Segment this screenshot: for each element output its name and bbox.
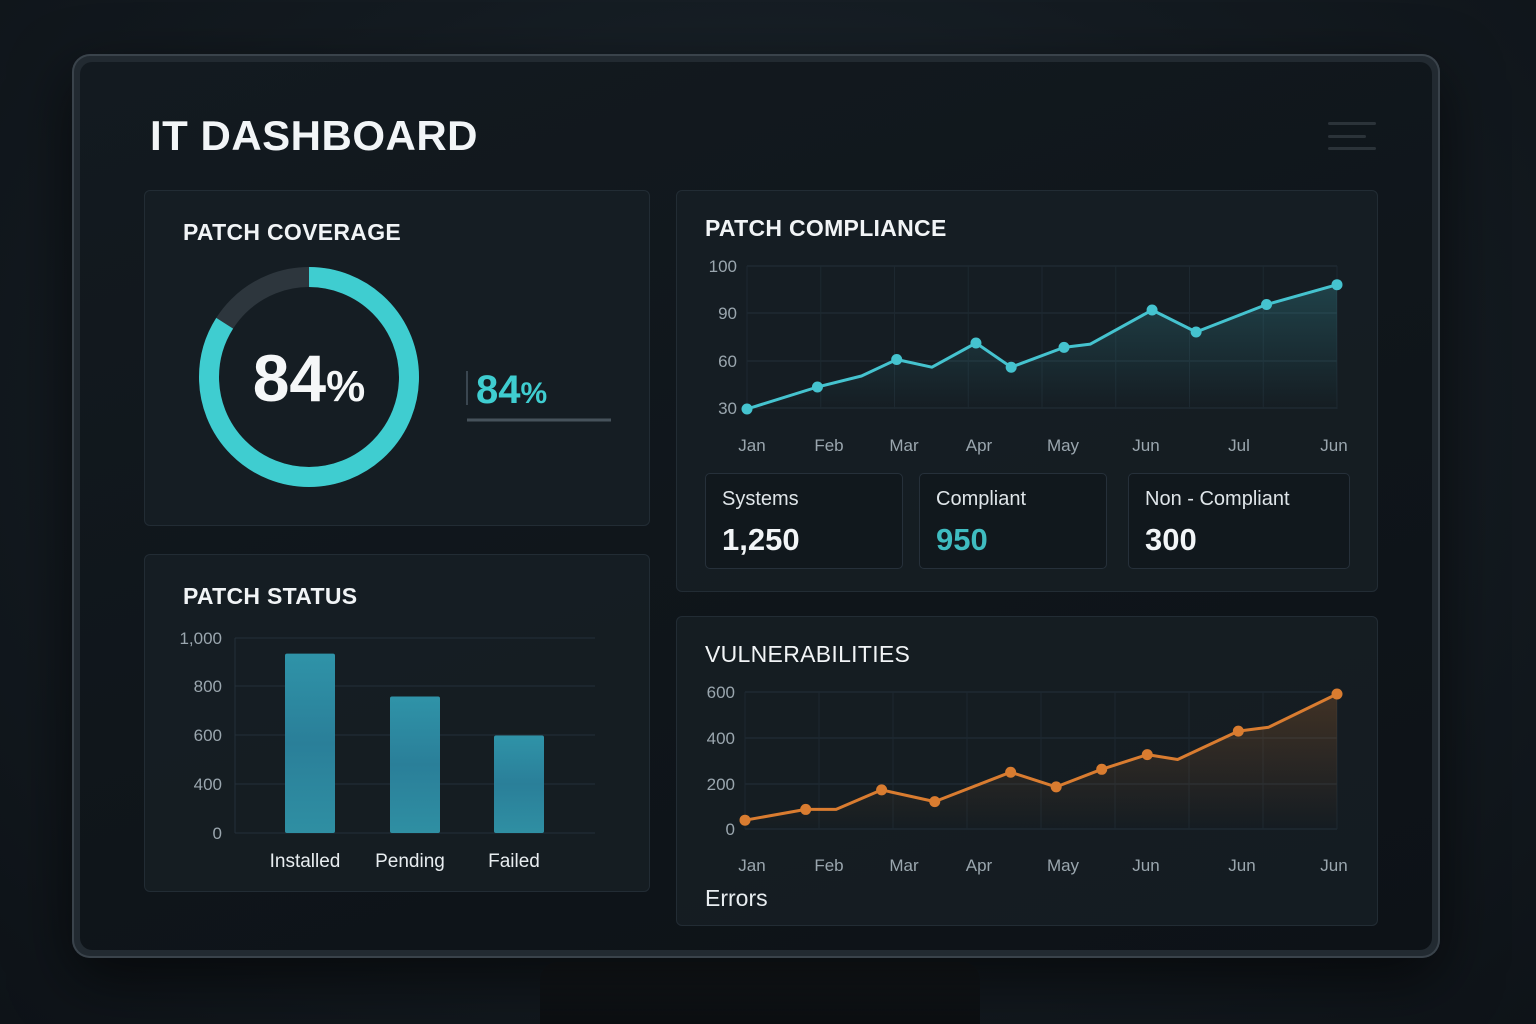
stat-non-compliant-label: Non - Compliant [1145,488,1290,510]
donut-progress-arc [199,267,419,487]
monitor-stand [540,962,980,1024]
data-point [800,803,812,815]
x-tick-label: May [1047,436,1080,455]
data-point [1005,361,1017,373]
stat-compliant-value: 950 [936,522,988,557]
vulnerabilities-chart: 0 200 400 600 Jan Feb Mar Apr May Jun Jun Jun [707,683,1348,875]
x-tick-label: Jul [1228,436,1250,455]
y-tick-label: 0 [213,824,222,843]
stat-compliant-label: Compliant [936,488,1027,510]
x-tick-label: Jun [1320,856,1347,875]
vulnerabilities-title: VULNERABILITIES [705,641,911,667]
x-tick-label: Jun [1132,856,1159,875]
stat-non-compliant: Non - Compliant 300 [1128,473,1350,569]
data-point [1096,763,1108,775]
coverage-side-value: 84% [476,368,547,412]
bar-failed [494,735,544,833]
stat-non-compliant-value: 300 [1145,522,1197,557]
x-tick-label: Jan [738,436,765,455]
data-point [739,814,751,826]
data-point [1058,341,1070,353]
series-area [747,284,1337,409]
y-tick-label: 1,000 [179,629,222,648]
x-tick-label: May [1047,856,1080,875]
vulnerabilities-card: VULNERABILITIES 0 200 400 600 Jan Feb Mar Apr Ma… [676,616,1378,926]
stat-systems: Systems 1,250 [705,473,903,569]
patch-compliance-title: PATCH COMPLIANCE [705,215,947,241]
patch-compliance-card: PATCH COMPLIANCE 30 60 90 100 Jan Feb Mar Apr Ma… [676,190,1378,592]
x-tick-label: Feb [814,856,843,875]
bar-category-label: Failed [488,851,540,872]
y-tick-label: 100 [709,257,737,276]
patch-coverage-card: PATCH COVERAGE 84% 84% [144,190,650,526]
patch-status-chart: 0 400 600 800 1,000 Installed Pending Failed [179,629,595,872]
data-point [1005,766,1017,778]
coverage-donut: 84% 84% [199,267,611,487]
y-tick-label: 200 [707,775,735,794]
y-tick-label: 400 [707,729,735,748]
data-point [1331,688,1343,700]
x-tick-label: Feb [814,436,843,455]
data-point [741,403,753,415]
y-tick-label: 0 [726,820,735,839]
y-tick-label: 30 [718,399,737,418]
x-tick-label: Jan [738,856,765,875]
data-point [811,381,823,393]
x-tick-label: Jun [1132,436,1159,455]
data-point [876,784,888,796]
data-point [1331,279,1343,291]
x-tick-label: Mar [889,436,919,455]
dashboard-screen: IT DASHBOARD PATCH COVERAGE 84% 84% PATC… [80,62,1432,950]
x-tick-label: Mar [889,856,919,875]
donut-value-label: 84% [253,341,366,415]
bar-installed [285,653,335,833]
bar-category-label: Pending [375,851,445,872]
x-tick-label: Apr [966,436,993,455]
data-point [970,337,982,349]
stat-compliant: Compliant 950 [919,473,1107,569]
data-point [1190,326,1202,338]
x-tick-label: Apr [966,856,993,875]
y-tick-label: 600 [194,726,222,745]
patch-compliance-chart: 30 60 90 100 Jan Feb Mar Apr May Jun Jul Jun [709,257,1348,455]
stat-systems-value: 1,250 [722,522,800,557]
patch-status-card: PATCH STATUS 0 400 600 800 1,000 Installed Pen… [144,554,650,892]
hamburger-menu-icon[interactable] [1328,122,1376,150]
x-tick-label: Jun [1320,436,1347,455]
x-tick-label: Jun [1228,856,1255,875]
vulnerabilities-footer-label: Errors [705,885,768,911]
data-point [1141,749,1153,761]
patch-status-title: PATCH STATUS [183,583,358,609]
data-point [1050,781,1062,793]
y-tick-label: 600 [707,683,735,702]
data-point [891,354,903,365]
y-tick-label: 90 [718,304,737,323]
bar-category-label: Installed [270,851,341,872]
data-point [1146,304,1158,316]
bar-pending [390,696,440,833]
y-tick-label: 400 [194,775,222,794]
data-point [1232,725,1244,737]
y-tick-label: 60 [718,352,737,371]
y-tick-label: 800 [194,677,222,696]
data-point [1261,299,1273,310]
data-point [929,796,941,808]
page-title: IT DASHBOARD [150,112,478,159]
stat-systems-label: Systems [722,488,799,510]
series-area [745,694,1337,829]
patch-coverage-title: PATCH COVERAGE [183,219,402,245]
